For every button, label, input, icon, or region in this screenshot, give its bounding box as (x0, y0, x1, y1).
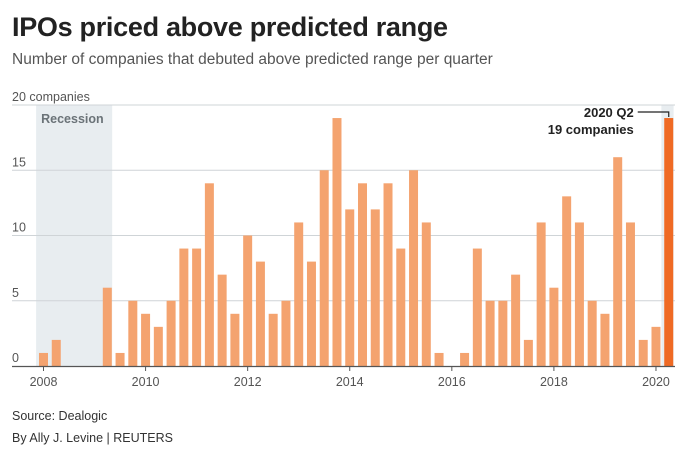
x-tick-label-2020: 2020 (642, 375, 670, 389)
bar-20 (294, 222, 304, 366)
y-tick-label-10: 10 (12, 221, 26, 235)
bar-26 (370, 209, 380, 366)
chart-title: IPOs priced above predicted range (12, 12, 448, 42)
bar-42 (574, 222, 584, 366)
bar-13 (204, 183, 214, 366)
y-tick-label-15: 15 (12, 155, 26, 169)
bar-0 (39, 352, 48, 366)
bar-18 (268, 313, 278, 366)
x-tick-label-2014: 2014 (336, 375, 364, 389)
x-tick-label-2010: 2010 (132, 375, 160, 389)
bar-48 (651, 326, 661, 366)
bar-46 (625, 222, 635, 366)
bar-8 (141, 313, 151, 366)
x-tick-label-2016: 2016 (438, 375, 466, 389)
bar-19 (281, 300, 291, 366)
annotation-quarter: 2020 Q2 (584, 105, 634, 120)
bar-45 (613, 157, 623, 366)
bar-30 (421, 222, 431, 366)
y-tick-label-0: 0 (12, 351, 19, 365)
bar-14 (217, 274, 227, 366)
bar-15 (230, 313, 240, 366)
bar-1 (51, 339, 61, 366)
x-tick-label-2012: 2012 (234, 375, 262, 389)
byline: By Ally J. Levine | REUTERS (12, 431, 173, 445)
y-tick-label-5: 5 (12, 286, 19, 300)
bar-49 (664, 118, 674, 366)
bar-40 (549, 287, 559, 366)
x-tick-label-2008: 2008 (30, 375, 58, 389)
bar-29 (409, 170, 419, 366)
x-tick-label-2018: 2018 (540, 375, 568, 389)
recession-label: Recession (41, 112, 104, 126)
bar-47 (638, 339, 648, 366)
bar-31 (434, 352, 444, 366)
bar-6 (115, 352, 125, 366)
bar-41 (562, 196, 572, 366)
annotation-leader-line (637, 111, 670, 118)
bar-5 (102, 287, 112, 366)
chart-subtitle: Number of companies that debuted above p… (12, 51, 493, 68)
bar-12 (192, 248, 202, 366)
bar-24 (345, 209, 355, 366)
bar-44 (600, 313, 610, 366)
bar-27 (383, 183, 393, 366)
bar-25 (358, 183, 367, 366)
bar-10 (166, 300, 176, 366)
bar-22 (319, 170, 329, 366)
bar-36 (498, 300, 508, 366)
bar-34 (472, 248, 482, 366)
bar-21 (306, 261, 316, 366)
bar-11 (179, 248, 189, 366)
bar-28 (396, 248, 406, 366)
annotation-count: 19 companies (548, 122, 634, 137)
bar-7 (128, 300, 138, 366)
y-unit-label: 20 companies (12, 90, 90, 104)
bar-23 (332, 118, 342, 366)
bar-38 (523, 339, 533, 366)
bar-37 (511, 274, 521, 366)
bar-35 (485, 300, 495, 366)
bar-39 (536, 222, 546, 366)
bar-16 (243, 235, 253, 366)
bar-43 (587, 300, 597, 366)
bar-33 (460, 352, 470, 366)
bar-17 (255, 261, 265, 366)
bar-9 (153, 326, 163, 366)
source-note: Source: Dealogic (12, 409, 108, 423)
bar-chart: Recession 0 5 10 15 20 companies 2008 2010 2012 2… (12, 90, 675, 389)
